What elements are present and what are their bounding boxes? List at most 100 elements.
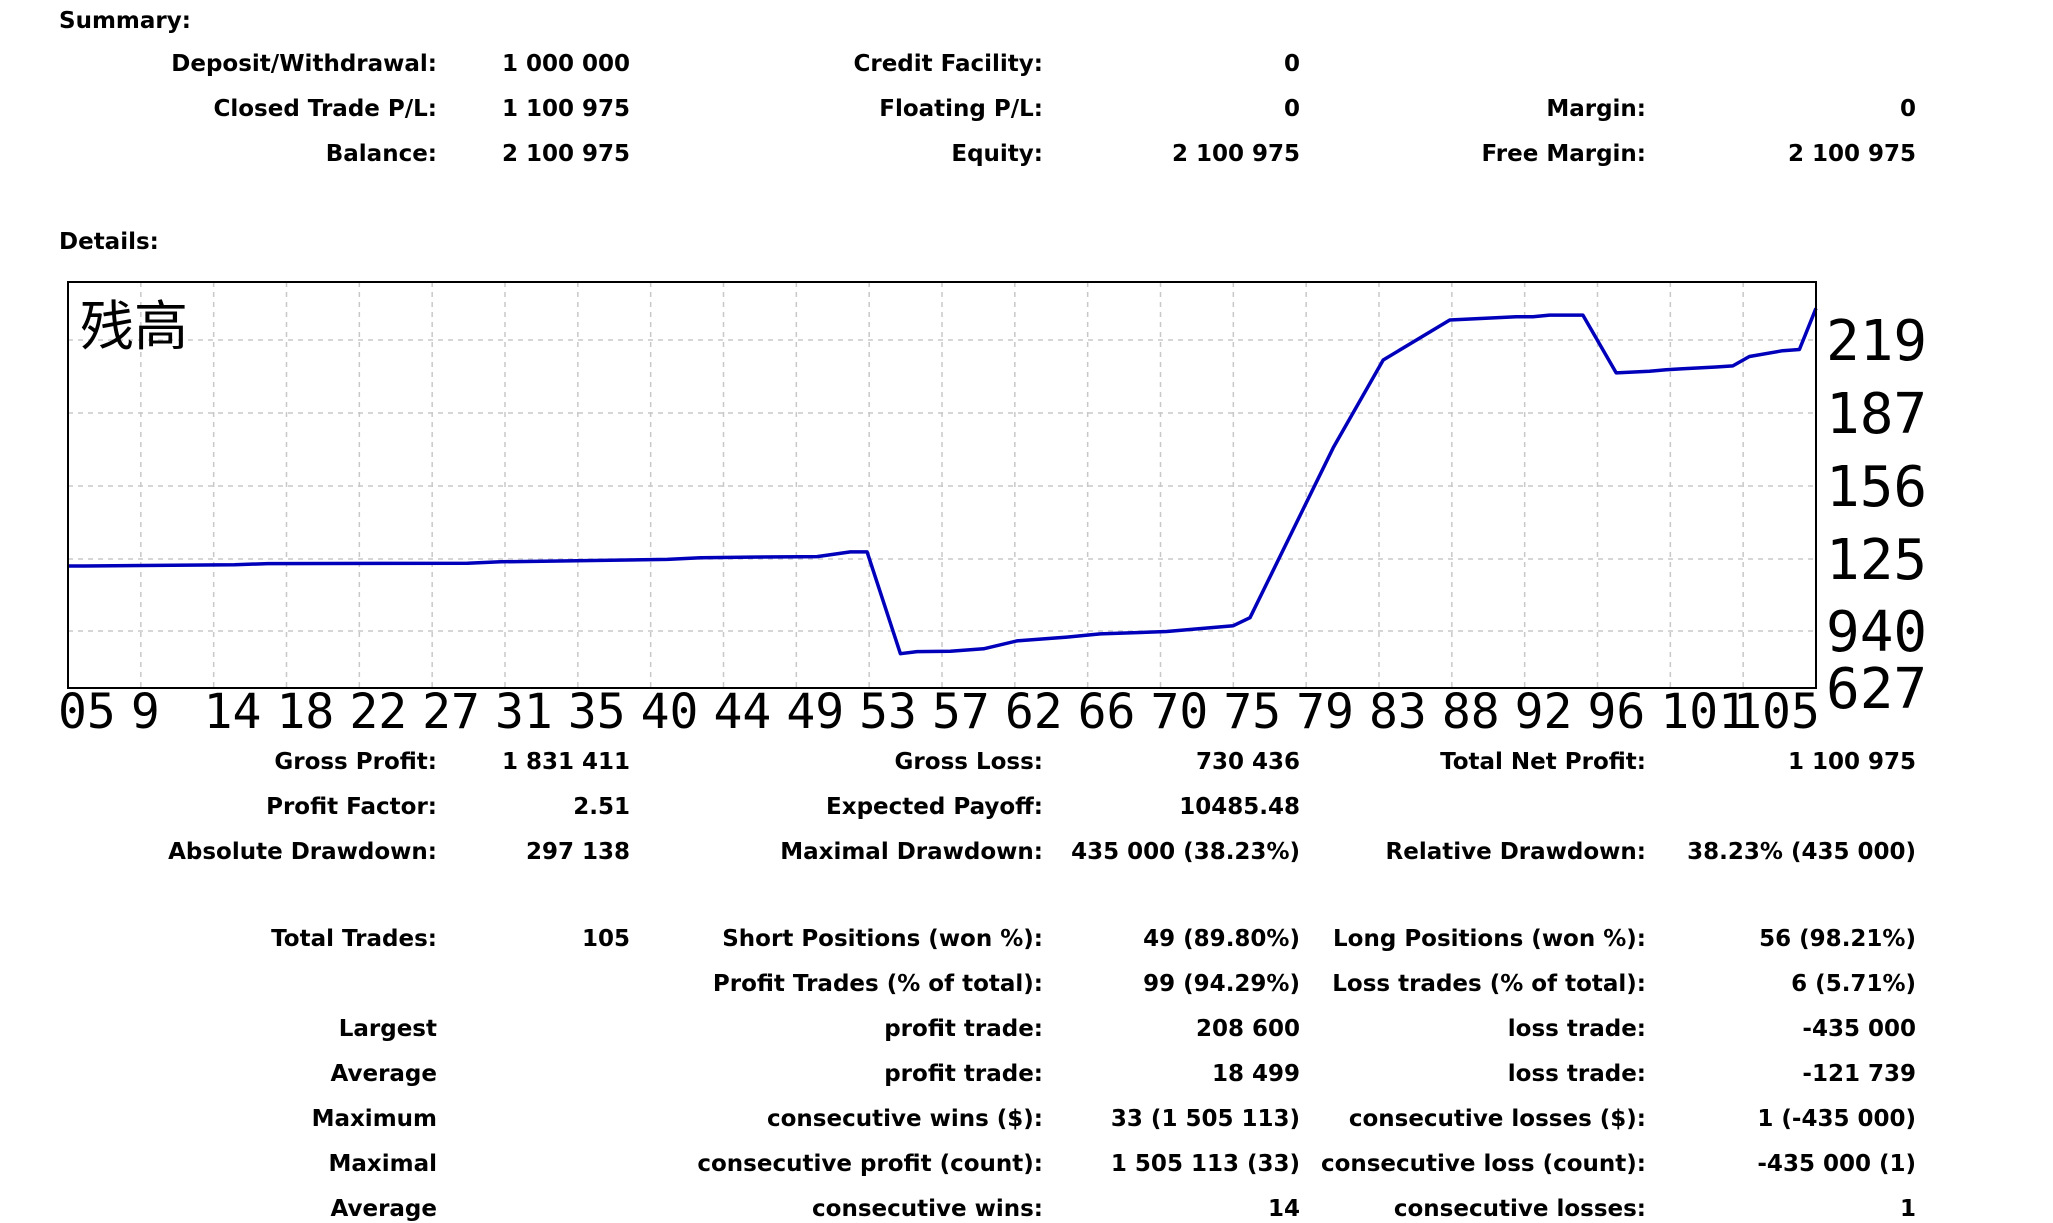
details-value: -435 000 (1) bbox=[1757, 1151, 1916, 1177]
details-label: Maximal Drawdown: bbox=[780, 839, 1043, 865]
x-tick-label: 92 bbox=[1515, 684, 1573, 730]
details-value: 2.51 bbox=[573, 794, 630, 820]
details-value: 38.23% (435 000) bbox=[1687, 839, 1916, 865]
details-value: 49 (89.80%) bbox=[1143, 926, 1300, 952]
summary-value: 2 100 975 bbox=[1787, 141, 1916, 167]
details-label: consecutive profit (count): bbox=[697, 1151, 1043, 1177]
details-value: 1 831 411 bbox=[501, 749, 630, 775]
details-label: Absolute Drawdown: bbox=[168, 839, 437, 865]
details-label: Expected Payoff: bbox=[826, 794, 1043, 820]
details-value: 1 505 113 (33) bbox=[1110, 1151, 1300, 1177]
details-label: Profit Trades (% of total): bbox=[712, 971, 1043, 997]
x-tick-label: 66 bbox=[1078, 684, 1136, 730]
details-value: 99 (94.29%) bbox=[1143, 971, 1300, 997]
summary-value: 2 100 975 bbox=[501, 141, 630, 167]
x-tick-label: 44 bbox=[714, 684, 772, 730]
details-label: consecutive loss (count): bbox=[1320, 1151, 1646, 1177]
details-label: consecutive wins: bbox=[812, 1196, 1043, 1222]
details-label: Average bbox=[330, 1196, 438, 1222]
x-tick-label: 101 bbox=[1660, 684, 1747, 730]
details-value: 18 499 bbox=[1211, 1061, 1300, 1087]
details-value: 435 000 (38.23%) bbox=[1071, 839, 1300, 865]
x-tick-label: 53 bbox=[859, 684, 917, 730]
details-value: 1 100 975 bbox=[1787, 749, 1916, 775]
details-label: Gross Profit: bbox=[274, 749, 437, 775]
summary-label: Margin: bbox=[1546, 96, 1646, 122]
details-value: -121 739 bbox=[1802, 1061, 1916, 1087]
x-tick-label: 105 bbox=[1733, 684, 1820, 730]
x-tick-label: 14 bbox=[204, 684, 262, 730]
summary-heading: Summary: bbox=[59, 8, 191, 34]
x-tick-label: 70 bbox=[1151, 684, 1209, 730]
x-tick-label: 22 bbox=[349, 684, 407, 730]
summary-label: Deposit/Withdrawal: bbox=[171, 51, 437, 77]
x-tick-label: 75 bbox=[1223, 684, 1281, 730]
x-tick-label: 88 bbox=[1442, 684, 1500, 730]
y-tick-label: 125 bbox=[1826, 528, 1927, 593]
details-label: Total Trades: bbox=[271, 926, 437, 952]
summary-label: Balance: bbox=[325, 141, 437, 167]
equity-chart: 残高 219 187 156 125 940 627 05 9 14 18 22 27 31 35 40 4… bbox=[0, 270, 2053, 730]
x-tick-label: 83 bbox=[1369, 684, 1427, 730]
summary-label: Equity: bbox=[951, 141, 1043, 167]
y-tick-label: 156 bbox=[1826, 455, 1927, 520]
x-tick-label: 05 bbox=[58, 684, 116, 730]
details-value: 6 (5.71%) bbox=[1791, 971, 1916, 997]
summary-value: 0 bbox=[1899, 96, 1916, 122]
details-label: Profit Factor: bbox=[266, 794, 437, 820]
details-value: 297 138 bbox=[525, 839, 630, 865]
details-label: loss trade: bbox=[1507, 1016, 1646, 1042]
details-label: Short Positions (won %): bbox=[722, 926, 1043, 952]
y-tick-label: 627 bbox=[1826, 657, 1927, 722]
details-label: profit trade: bbox=[884, 1061, 1043, 1087]
details-label: Gross Loss: bbox=[894, 749, 1043, 775]
details-label: consecutive losses ($): bbox=[1348, 1106, 1646, 1132]
summary-label: Closed Trade P/L: bbox=[213, 96, 437, 122]
x-tick-label: 49 bbox=[786, 684, 844, 730]
summary-value: 2 100 975 bbox=[1171, 141, 1300, 167]
details-heading: Details: bbox=[59, 229, 159, 255]
details-label: Total Net Profit: bbox=[1440, 749, 1646, 775]
details-value: -435 000 bbox=[1802, 1016, 1916, 1042]
details-label: Average bbox=[330, 1061, 438, 1087]
details-label: profit trade: bbox=[884, 1016, 1043, 1042]
plot-frame bbox=[67, 281, 1817, 689]
x-tick-label: 57 bbox=[932, 684, 990, 730]
details-label: consecutive losses: bbox=[1393, 1196, 1646, 1222]
details-label: Largest bbox=[338, 1016, 437, 1042]
x-tick-label: 9 bbox=[131, 684, 160, 730]
details-value: 14 bbox=[1267, 1196, 1300, 1222]
balance-series-line bbox=[68, 307, 1818, 656]
details-value: 56 (98.21%) bbox=[1759, 926, 1916, 952]
details-value: 105 bbox=[581, 926, 630, 952]
summary-value: 1 100 975 bbox=[501, 96, 630, 122]
summary-value: 1 000 000 bbox=[501, 51, 630, 77]
details-label: consecutive wins ($): bbox=[766, 1106, 1043, 1132]
details-value: 33 (1 505 113) bbox=[1110, 1106, 1300, 1132]
details-label: Relative Drawdown: bbox=[1385, 839, 1646, 865]
x-tick-label: 62 bbox=[1005, 684, 1063, 730]
details-value: 208 600 bbox=[1195, 1016, 1300, 1042]
summary-label: Floating P/L: bbox=[879, 96, 1043, 122]
details-value: 730 436 bbox=[1195, 749, 1300, 775]
details-value: 1 bbox=[1899, 1196, 1916, 1222]
details-label: Maximal bbox=[328, 1151, 438, 1177]
details-value: 1 (-435 000) bbox=[1757, 1106, 1916, 1132]
details-label: Loss trades (% of total): bbox=[1332, 971, 1646, 997]
x-tick-label: 27 bbox=[422, 684, 480, 730]
summary-value: 0 bbox=[1283, 51, 1300, 77]
x-tick-label: 35 bbox=[568, 684, 626, 730]
x-tick-label: 40 bbox=[641, 684, 699, 730]
summary-value: 0 bbox=[1283, 96, 1300, 122]
details-label: Maximum bbox=[311, 1106, 437, 1132]
details-value: 10485.48 bbox=[1179, 794, 1300, 820]
y-tick-label: 940 bbox=[1826, 600, 1927, 665]
x-tick-label: 18 bbox=[277, 684, 335, 730]
y-tick-label: 219 bbox=[1826, 309, 1927, 374]
details-label: loss trade: bbox=[1507, 1061, 1646, 1087]
y-tick-label: 187 bbox=[1826, 382, 1927, 447]
details-label: Long Positions (won %): bbox=[1333, 926, 1646, 952]
x-tick-label: 96 bbox=[1588, 684, 1646, 730]
chart-title: 残高 bbox=[80, 295, 188, 358]
